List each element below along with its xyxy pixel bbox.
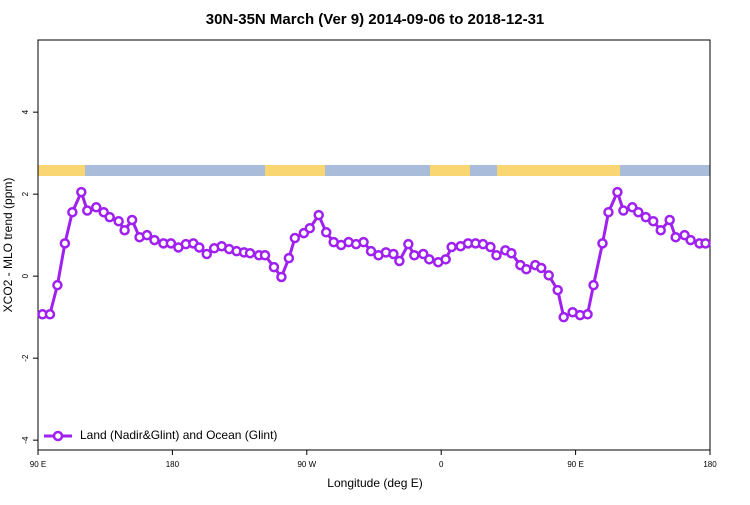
data-point (440, 254, 451, 265)
data-point (67, 206, 78, 218)
data-point (52, 279, 63, 291)
y-tick-label: 0 (21, 273, 30, 278)
data-point (82, 205, 93, 216)
land-band (38, 165, 85, 176)
data-point (141, 229, 153, 241)
data-point (485, 241, 496, 253)
data-point (597, 238, 608, 249)
land-band (497, 165, 620, 176)
data-point (113, 215, 124, 227)
legend-item: Land (Nadir&Glint) and Ocean (Glint) (44, 428, 277, 442)
data-point (268, 261, 280, 273)
data-point (409, 250, 420, 261)
x-tick-label: 180 (703, 460, 717, 469)
data-point (90, 202, 102, 213)
data-point (521, 263, 532, 275)
data-point (700, 238, 711, 249)
data-point (76, 186, 87, 198)
chart-title: 30N-35N March (Ver 9) 2014-09-06 to 2018… (206, 11, 545, 28)
data-point (276, 271, 287, 283)
legend-marker (52, 430, 64, 442)
data-point (424, 254, 435, 265)
data-point (648, 215, 659, 227)
y-tick-label: -4 (21, 436, 30, 444)
x-tick-label: 90 E (567, 460, 583, 469)
data-point (612, 186, 623, 198)
y-tick-label: 4 (21, 109, 30, 114)
land-band (265, 165, 325, 176)
data-point (618, 205, 629, 216)
data-point (126, 214, 138, 226)
data-point (320, 227, 332, 238)
data-point (44, 309, 56, 320)
x-axis-label: Longitude (deg E) (327, 476, 422, 490)
data-point (149, 234, 160, 246)
x-tick-label: 180 (166, 460, 180, 469)
x-tick-label: 90 E (30, 460, 46, 469)
ocean-band (38, 165, 710, 176)
data-point (640, 211, 652, 223)
y-axis-label: XCO2 - MLO trend (ppm) (1, 178, 15, 313)
data-point (104, 211, 115, 223)
data-point (59, 238, 71, 249)
data-point (582, 309, 593, 320)
data-point (543, 270, 554, 281)
data-point (655, 224, 666, 236)
data-point (552, 284, 563, 296)
data-point (633, 206, 644, 218)
data-point (388, 248, 399, 260)
y-tick-label: -2 (21, 354, 30, 362)
data-point (313, 209, 324, 221)
x-tick-label: 90 W (297, 460, 316, 469)
data-point (201, 248, 212, 260)
data-point (394, 255, 405, 267)
data-point (670, 231, 681, 243)
data-point (446, 241, 457, 253)
data-point (358, 236, 369, 248)
data-point (506, 247, 517, 259)
data-point (558, 311, 569, 323)
data-point (685, 234, 696, 246)
data-point (365, 245, 377, 257)
data-point (289, 232, 301, 244)
y-tick-label: 2 (21, 191, 30, 196)
data-point (588, 279, 599, 291)
data-point (664, 214, 675, 226)
data-point (194, 242, 205, 253)
data-point (536, 262, 547, 274)
data-point (304, 222, 316, 234)
data-point (403, 238, 414, 250)
data-point (119, 224, 130, 236)
data-point (165, 238, 177, 249)
x-tick-label: 0 (439, 460, 444, 469)
legend-label: Land (Nadir&Glint) and Ocean (Glint) (80, 428, 277, 442)
data-point (283, 252, 295, 264)
land-band (430, 165, 470, 176)
data-point (244, 247, 256, 259)
surface-band (38, 165, 710, 176)
data-point (603, 206, 614, 218)
data-point (491, 250, 502, 261)
data-point (259, 250, 271, 261)
